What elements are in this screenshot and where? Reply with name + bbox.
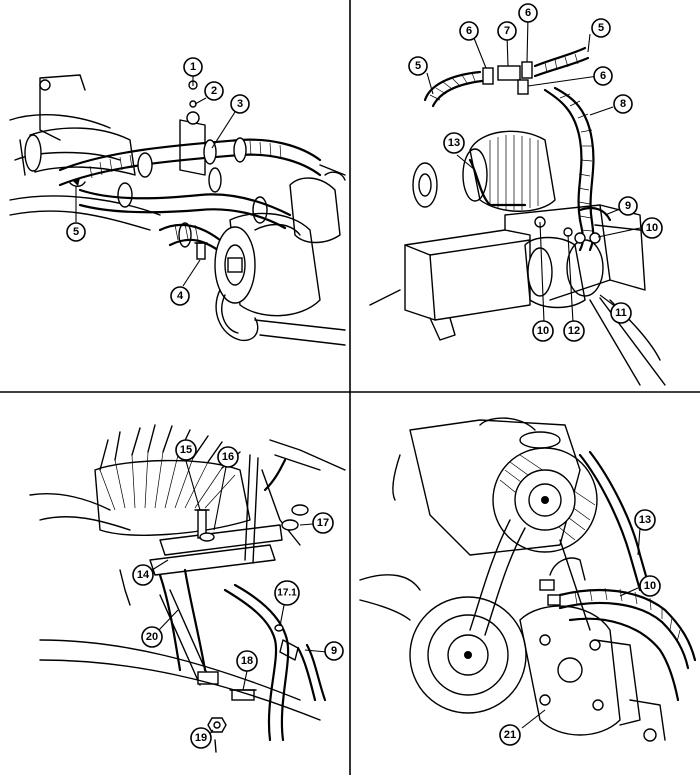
- callout-label: 12: [568, 325, 580, 337]
- callout-label: 8: [620, 98, 626, 110]
- callout-20: 20: [141, 626, 163, 648]
- callout-label: 10: [646, 222, 658, 234]
- callout-label: 2: [211, 85, 217, 97]
- callout-6: 6: [518, 3, 538, 23]
- callout-6: 6: [593, 66, 613, 86]
- callout-label: 5: [598, 22, 604, 34]
- callout-label: 11: [615, 307, 627, 319]
- callout-label: 13: [448, 137, 460, 149]
- callout-label: 6: [466, 25, 472, 37]
- panel-bottom-left-illustration: [29, 424, 346, 753]
- callout-label: 6: [600, 70, 606, 82]
- callouts-top-right: [426, 16, 641, 323]
- callout-8: 8: [613, 94, 633, 114]
- callout-5: 5: [408, 56, 428, 76]
- callout-label: 18: [241, 655, 253, 667]
- callout-4: 4: [170, 286, 190, 306]
- callout-label: 13: [639, 514, 651, 526]
- callout-label: 5: [73, 226, 79, 238]
- callout-18: 18: [236, 650, 258, 672]
- callouts-top-left: [75, 76, 236, 287]
- callout-17: 17: [312, 512, 334, 534]
- callout-label: 1: [190, 61, 196, 73]
- panel-bottom-right-illustration: [359, 417, 697, 742]
- callout-5: 5: [66, 222, 86, 242]
- callout-7: 7: [497, 21, 517, 41]
- callout-10: 10: [639, 575, 661, 597]
- callout-label: 9: [625, 200, 631, 212]
- callout-19: 19: [190, 727, 212, 749]
- callout-5: 5: [591, 18, 611, 38]
- callout-13: 13: [634, 509, 656, 531]
- callout-label: 17: [317, 517, 329, 529]
- callout-label: 3: [237, 98, 243, 110]
- panel-top-right-illustration: [369, 46, 666, 386]
- callout-label: 14: [137, 569, 150, 581]
- callout-13: 13: [443, 132, 465, 154]
- callout-21: 21: [499, 724, 521, 746]
- callout-6: 6: [459, 21, 479, 41]
- callout-label: 15: [180, 444, 192, 456]
- callout-label: 21: [504, 729, 516, 741]
- callout-label: 6: [525, 7, 531, 19]
- callout-label: 7: [504, 25, 510, 37]
- callout-label: 10: [537, 325, 549, 337]
- callout-label: 4: [177, 290, 184, 302]
- callout-label: 20: [146, 631, 158, 643]
- callout-9: 9: [618, 196, 638, 216]
- callout-10: 10: [532, 320, 554, 342]
- callout-14: 14: [132, 564, 154, 586]
- callout-label: 16: [222, 451, 234, 463]
- callout-12: 12: [563, 320, 585, 342]
- callout-label: 10: [644, 580, 656, 592]
- callouts-bottom-right: [521, 527, 641, 729]
- callout-bubbles: 1 2 3 4 5 5 5 6 6 6 7 8 9 10 10 11 12 13…: [66, 3, 663, 749]
- callout-label: 17.1: [277, 588, 297, 599]
- callout-3: 3: [230, 94, 250, 114]
- callout-9: 9: [324, 641, 344, 661]
- callout-2: 2: [204, 81, 224, 101]
- callout-17-1: 17.1: [274, 580, 300, 606]
- callout-label: 5: [415, 60, 421, 72]
- callout-label: 19: [195, 732, 207, 744]
- callout-16: 16: [217, 446, 239, 468]
- callout-15: 15: [175, 439, 197, 461]
- callout-11: 11: [610, 302, 632, 324]
- callout-label: 9: [331, 645, 337, 657]
- callout-1: 1: [183, 57, 203, 77]
- callout-10: 10: [641, 217, 663, 239]
